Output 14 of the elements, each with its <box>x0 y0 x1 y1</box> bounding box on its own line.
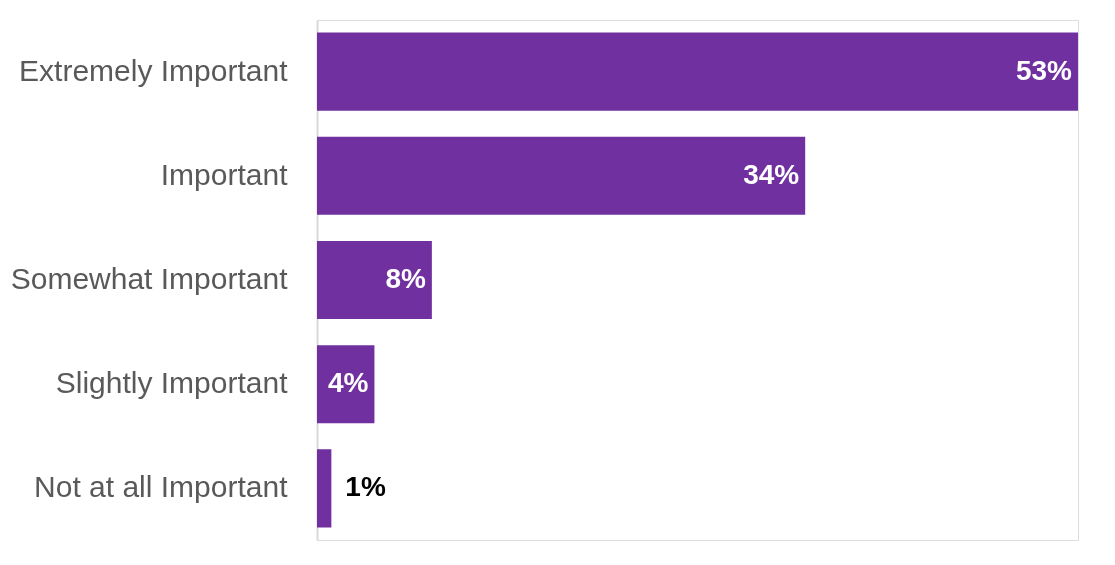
data-label: 1% <box>345 471 386 503</box>
bar <box>317 449 332 528</box>
data-label: 4% <box>327 367 369 399</box>
bar <box>317 32 1078 111</box>
y-tick-label: Extremely Important <box>19 53 289 87</box>
data-label: 53% <box>1015 54 1073 86</box>
bar <box>317 240 432 320</box>
y-tick-label: Not at all Important <box>34 470 289 504</box>
data-label: 34% <box>743 158 800 190</box>
y-tick-label: Somewhat Important <box>10 262 289 295</box>
bar <box>317 136 806 215</box>
y-tick-label: Slightly Important <box>55 366 289 400</box>
y-tick-label: Important <box>160 157 289 191</box>
data-label: 8% <box>385 263 426 294</box>
